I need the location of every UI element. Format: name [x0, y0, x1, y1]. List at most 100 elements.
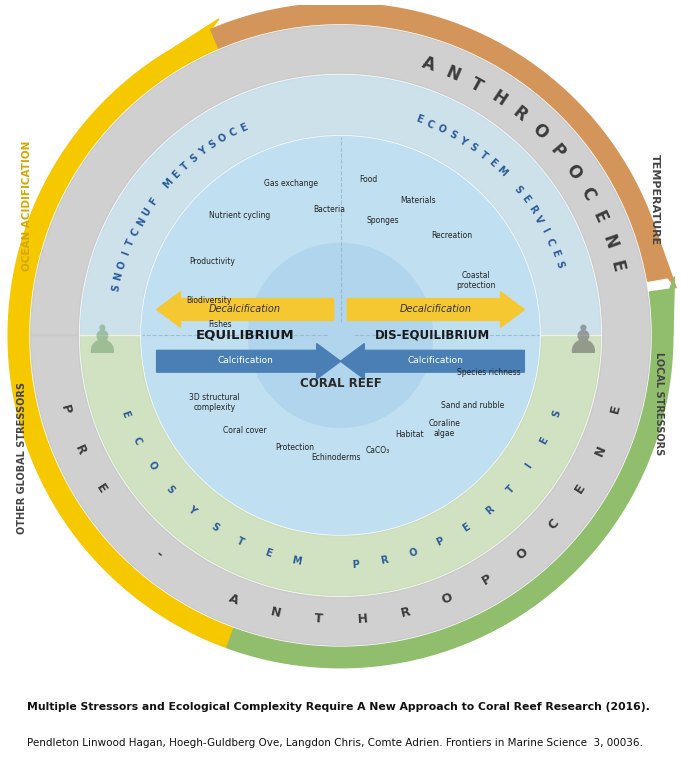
Text: O: O: [407, 547, 419, 559]
Text: I: I: [539, 227, 550, 234]
Text: E: E: [539, 435, 550, 446]
Text: Multiple Stressors and Ecological Complexity Require A New Approach to Coral Ree: Multiple Stressors and Ecological Comple…: [27, 702, 650, 712]
Text: S: S: [110, 283, 122, 292]
Polygon shape: [210, 3, 668, 281]
Text: ♟: ♟: [565, 323, 600, 361]
Text: R: R: [509, 104, 530, 125]
Text: P: P: [547, 141, 568, 161]
Text: S: S: [447, 129, 458, 141]
Text: P: P: [351, 559, 359, 570]
Text: Pendleton Linwood Hagan, Hoegh-Guldberg Ove, Langdon Chris, Comte Adrien. Fronti: Pendleton Linwood Hagan, Hoegh-Guldberg …: [27, 737, 643, 748]
Text: N: N: [593, 443, 609, 458]
Text: Decalcification: Decalcification: [209, 304, 281, 314]
Text: Protection: Protection: [276, 443, 315, 452]
Text: S: S: [164, 483, 176, 495]
Text: Nutrient cycling: Nutrient cycling: [209, 211, 270, 220]
Text: E: E: [93, 482, 108, 496]
Text: O: O: [528, 121, 551, 144]
Text: E: E: [486, 157, 498, 169]
FancyArrow shape: [157, 292, 334, 327]
Text: Y: Y: [197, 145, 209, 157]
Text: C: C: [425, 118, 436, 131]
Text: LOCAL STRESSORS: LOCAL STRESSORS: [654, 352, 664, 455]
Text: E: E: [264, 548, 272, 559]
Polygon shape: [227, 289, 673, 667]
Text: I: I: [121, 250, 131, 257]
Text: C: C: [544, 237, 556, 247]
Text: Y: Y: [457, 135, 469, 147]
Text: F: F: [148, 197, 160, 207]
Text: CORAL REEF: CORAL REEF: [300, 376, 381, 389]
Text: C: C: [227, 127, 238, 139]
Text: Materials: Materials: [400, 197, 436, 205]
FancyArrow shape: [347, 292, 524, 327]
Text: H: H: [357, 612, 368, 626]
Text: S: S: [207, 138, 219, 151]
Text: I: I: [524, 462, 534, 471]
Text: O: O: [440, 591, 455, 607]
Text: E: E: [520, 194, 531, 205]
Text: O: O: [217, 132, 229, 145]
Text: T: T: [179, 161, 191, 173]
Text: S: S: [511, 184, 524, 196]
FancyArrow shape: [340, 343, 524, 379]
Text: O: O: [562, 161, 585, 183]
Text: S: S: [553, 260, 565, 270]
Polygon shape: [80, 75, 601, 336]
Text: P: P: [58, 403, 73, 415]
Text: T: T: [505, 483, 517, 495]
Text: S: S: [209, 521, 221, 534]
Text: E: E: [608, 403, 623, 415]
Text: E: E: [119, 409, 131, 419]
Text: CaCO₃: CaCO₃: [366, 446, 390, 455]
Text: C: C: [131, 435, 143, 446]
Text: H: H: [488, 88, 509, 111]
Polygon shape: [637, 233, 676, 288]
Text: N: N: [113, 271, 125, 281]
Text: R: R: [484, 504, 496, 516]
Text: EQUILIBRIUM: EQUILIBRIUM: [196, 329, 294, 342]
Text: V: V: [533, 214, 545, 226]
Text: Habitat: Habitat: [396, 430, 424, 439]
Text: N: N: [443, 63, 463, 85]
Text: E: E: [589, 208, 610, 226]
Text: Coraline
algae: Coraline algae: [428, 419, 460, 439]
Text: O: O: [514, 546, 530, 563]
Text: Coral cover: Coral cover: [223, 426, 267, 435]
Text: N: N: [269, 605, 282, 620]
Circle shape: [249, 243, 432, 427]
Text: ♟: ♟: [84, 323, 120, 361]
Text: OTHER GLOBAL STRESSORS: OTHER GLOBAL STRESSORS: [17, 382, 27, 534]
Text: N: N: [599, 232, 620, 251]
Text: E: E: [607, 259, 627, 274]
Text: T: T: [236, 536, 246, 548]
Text: O: O: [436, 123, 447, 136]
Text: E: E: [549, 248, 560, 258]
Text: E: E: [573, 482, 588, 496]
Polygon shape: [652, 276, 674, 336]
Polygon shape: [174, 18, 219, 65]
Text: Echinoderms: Echinoderms: [311, 453, 361, 462]
Text: DIS-EQUILIBRIUM: DIS-EQUILIBRIUM: [375, 329, 490, 342]
Text: Coastal
protection: Coastal protection: [456, 271, 496, 290]
Text: TEMPERATURE: TEMPERATURE: [650, 154, 660, 245]
Text: Biodiversity: Biodiversity: [186, 296, 232, 305]
Text: R: R: [380, 555, 389, 566]
Text: Calcification: Calcification: [217, 356, 273, 365]
Text: Productivity: Productivity: [189, 257, 235, 266]
Text: M: M: [494, 164, 508, 178]
Text: S: S: [188, 153, 200, 165]
Text: Sand and rubble: Sand and rubble: [441, 401, 505, 410]
Polygon shape: [8, 29, 234, 647]
Text: M: M: [161, 177, 176, 190]
Polygon shape: [31, 25, 650, 645]
FancyArrow shape: [157, 343, 340, 379]
Text: T: T: [477, 150, 489, 161]
Text: E: E: [460, 521, 471, 534]
Text: T: T: [314, 612, 323, 626]
Text: O: O: [146, 460, 159, 472]
Text: R: R: [72, 443, 88, 458]
Text: P: P: [479, 571, 494, 588]
Text: T: T: [467, 74, 486, 96]
Text: R: R: [400, 605, 412, 620]
